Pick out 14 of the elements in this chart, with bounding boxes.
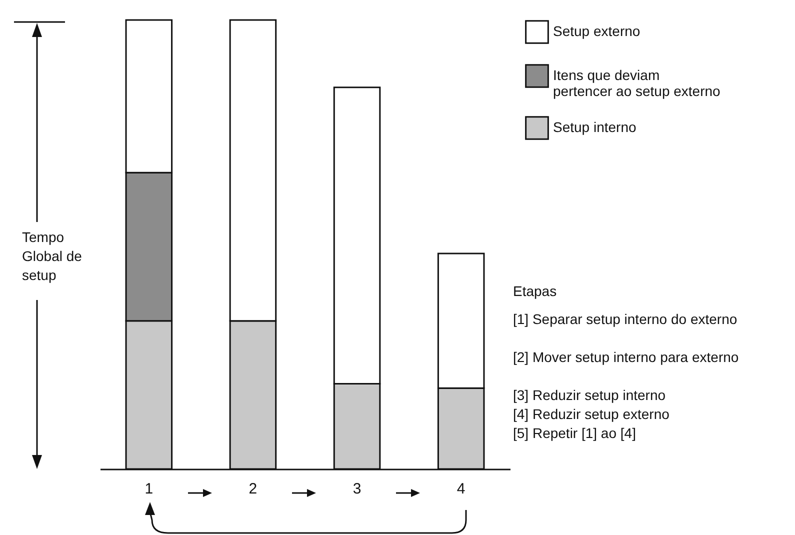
x-tick-label: 2 (248, 480, 258, 498)
text: [1] Separar setup interno do externo (513, 310, 738, 329)
text: [5] Repetir [1] ao [4] (513, 424, 637, 443)
legend-label: Itens que deviam pertencer ao setup externo (553, 67, 721, 99)
text: Etapas (513, 282, 558, 301)
text: [2] Mover setup interno para externo (513, 348, 739, 367)
legend-label: Setup interno (553, 119, 636, 135)
x-tick-label: 1 (144, 480, 154, 498)
x-tick-label: 3 (352, 480, 362, 498)
text: [4] Reduzir setup externo (513, 405, 670, 424)
x-tick-label: 4 (456, 480, 466, 498)
legend-label: Setup externo (553, 23, 640, 39)
text: Tempo Global de setup (22, 228, 92, 285)
text: [3] Reduzir setup interno (513, 386, 667, 405)
